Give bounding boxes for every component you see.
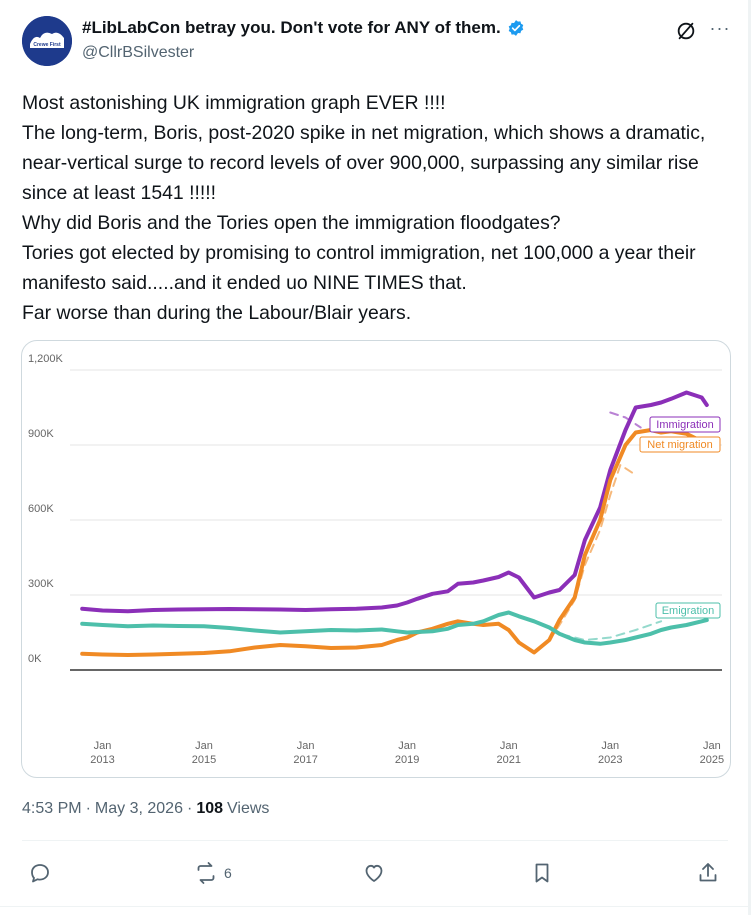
tweet-date[interactable]: May 3, 2026: [94, 800, 183, 817]
meta-separator: ·: [186, 800, 193, 817]
tweet-header: Crewe First #LibLabCon betray you. Don't…: [18, 14, 733, 70]
user-handle[interactable]: @CllrBSilvester: [82, 44, 195, 61]
reply-button[interactable]: [28, 856, 52, 890]
like-button[interactable]: [362, 856, 386, 890]
series-line-emigration: [80, 610, 709, 646]
series-line-immigration-dashed: [609, 411, 642, 429]
y-tick-label: 600K: [28, 503, 54, 515]
x-tick-label: 2017: [293, 754, 317, 766]
reply-icon: [31, 864, 49, 883]
x-tick-label: Jan: [500, 740, 518, 752]
chart-gridlines: [70, 369, 722, 671]
repost-icon: [197, 862, 215, 884]
chart-image[interactable]: 0K 300K 600K 900K 1,200K Jan 2013 Jan 2015 Jan 20…: [21, 340, 731, 778]
meta-separator: ·: [85, 800, 91, 817]
x-tick-label: Jan: [703, 740, 721, 752]
tweet-time[interactable]: 4:53 PM: [22, 800, 82, 817]
share-icon: [699, 863, 717, 882]
series-label-box: [649, 416, 721, 433]
series-label-box: [655, 602, 721, 619]
verified-badge-icon[interactable]: [507, 19, 525, 37]
series-label: Emigration: [662, 605, 715, 617]
x-tick-label: Jan: [195, 740, 213, 752]
migration-chart: 0K 300K 600K 900K 1,200K Jan 2013 Jan 2015 Jan 20…: [28, 353, 724, 766]
grok-icon[interactable]: [675, 20, 697, 42]
series-line-net-migration-dashed: [548, 464, 637, 641]
avatar-text: Crewe First: [33, 42, 61, 48]
chart-series-labels: Immigration Net migration Emigration: [639, 416, 721, 619]
views-label: Views: [227, 800, 270, 817]
bottom-divider: [0, 906, 751, 907]
x-tick-label: Jan: [398, 740, 416, 752]
y-tick-label: 1,200K: [28, 353, 64, 365]
share-button[interactable]: [696, 856, 720, 890]
y-tick-label: 0K: [28, 653, 42, 665]
tweet-meta: 4:53 PM · May 3, 2026 · 108 Views: [22, 800, 269, 818]
x-tick-label: 2019: [395, 754, 419, 766]
x-tick-label: 2023: [598, 754, 622, 766]
x-tick-label: Jan: [297, 740, 315, 752]
more-options-button[interactable]: ···: [709, 18, 731, 38]
series-label-box: [639, 436, 721, 453]
x-tick-label: Jan: [601, 740, 619, 752]
y-tick-label: 300K: [28, 578, 54, 590]
action-bar: 6: [22, 856, 728, 890]
avatar-logo-icon: Crewe First: [22, 16, 72, 66]
right-border: [748, 0, 751, 915]
bookmark-button[interactable]: [530, 856, 554, 890]
avatar[interactable]: Crewe First: [22, 16, 72, 66]
series-label: Immigration: [656, 419, 713, 431]
name-row: #LibLabCon betray you. Don't vote for AN…: [82, 18, 525, 38]
chart-x-ticks: Jan 2013 Jan 2015 Jan 2017 Jan 2019 Jan 2021 Jan 20…: [90, 740, 724, 766]
chart-y-ticks: 0K 300K 600K 900K 1,200K: [28, 353, 64, 665]
x-tick-label: 2025: [700, 754, 724, 766]
x-tick-label: 2013: [90, 754, 114, 766]
repost-count: 6: [224, 865, 232, 881]
heart-icon: [365, 864, 383, 882]
x-tick-label: Jan: [94, 740, 112, 752]
bookmark-icon: [535, 863, 549, 883]
x-tick-label: 2015: [192, 754, 216, 766]
views-count[interactable]: 108: [196, 800, 224, 817]
chart-series: [80, 390, 709, 657]
series-line-immigration: [80, 390, 709, 614]
repost-button[interactable]: 6: [194, 856, 232, 890]
display-name[interactable]: #LibLabCon betray you. Don't vote for AN…: [82, 18, 501, 37]
y-tick-label: 900K: [28, 428, 54, 440]
x-tick-label: 2021: [496, 754, 520, 766]
tweet-text: Most astonishing UK immigration graph EV…: [22, 92, 706, 324]
series-label: Net migration: [647, 439, 712, 451]
divider: [22, 840, 728, 841]
